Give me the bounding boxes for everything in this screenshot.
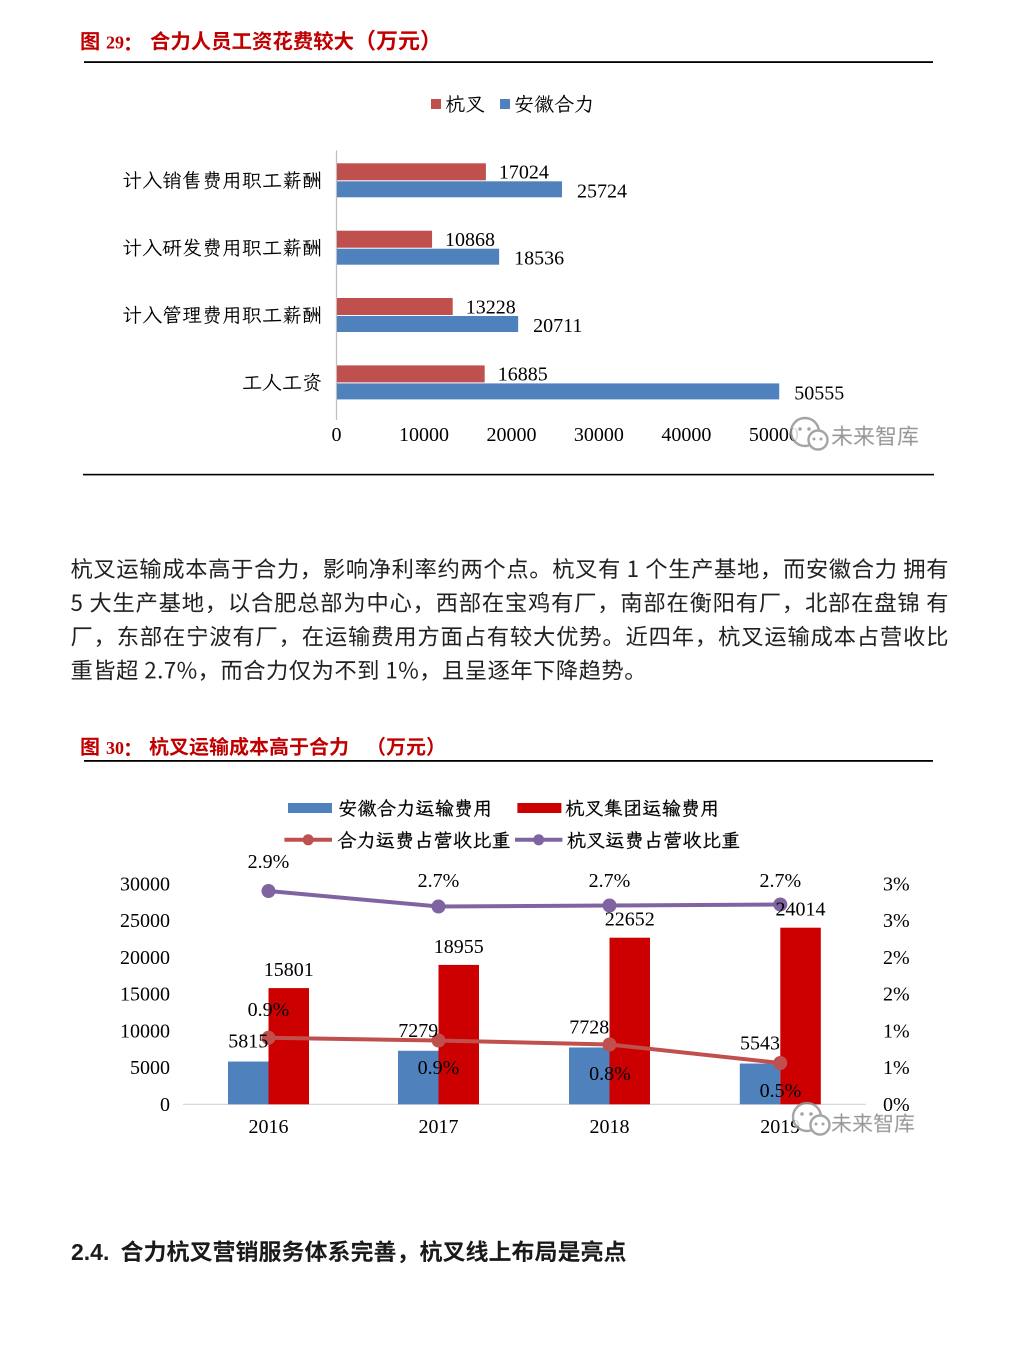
svg-text:10868: 10868 bbox=[445, 229, 495, 251]
svg-text:15000: 15000 bbox=[120, 984, 170, 1006]
svg-text:5000: 5000 bbox=[130, 1057, 170, 1079]
svg-text:18536: 18536 bbox=[514, 248, 564, 270]
svg-text:20711: 20711 bbox=[533, 315, 582, 337]
svg-text:13228: 13228 bbox=[466, 296, 516, 318]
svg-text:0: 0 bbox=[332, 424, 342, 446]
svg-text:7728: 7728 bbox=[569, 1016, 609, 1038]
svg-text:29: 29 bbox=[106, 33, 124, 53]
svg-text:2%: 2% bbox=[883, 984, 910, 1006]
svg-text:1%: 1% bbox=[883, 1020, 910, 1042]
svg-text:3%: 3% bbox=[883, 910, 910, 932]
svg-text:7279: 7279 bbox=[398, 1020, 438, 1042]
svg-text:0: 0 bbox=[160, 1094, 170, 1116]
svg-text:30000: 30000 bbox=[120, 873, 170, 895]
svg-text:0.8%: 0.8% bbox=[589, 1063, 631, 1085]
svg-text:2019: 2019 bbox=[760, 1116, 800, 1138]
svg-text:24014: 24014 bbox=[776, 899, 826, 921]
svg-text:18955: 18955 bbox=[434, 936, 484, 958]
svg-text:5815: 5815 bbox=[228, 1031, 268, 1053]
svg-text:10000: 10000 bbox=[120, 1020, 170, 1042]
svg-text:2%: 2% bbox=[883, 947, 910, 969]
svg-text:16885: 16885 bbox=[498, 364, 548, 386]
svg-text:2018: 2018 bbox=[590, 1116, 630, 1138]
svg-text:40000: 40000 bbox=[661, 424, 711, 446]
svg-text:17024: 17024 bbox=[499, 162, 549, 184]
svg-text:25000: 25000 bbox=[120, 910, 170, 932]
svg-text:5543: 5543 bbox=[740, 1033, 780, 1055]
svg-text:0.5%: 0.5% bbox=[760, 1080, 802, 1102]
svg-text:0%: 0% bbox=[883, 1094, 910, 1116]
svg-text:50555: 50555 bbox=[794, 382, 844, 404]
svg-text:2.4.: 2.4. bbox=[71, 1239, 109, 1265]
svg-text:2.9%: 2.9% bbox=[248, 851, 290, 873]
svg-text:20000: 20000 bbox=[486, 424, 536, 446]
svg-text:15801: 15801 bbox=[264, 959, 314, 981]
svg-text:2.7%: 2.7% bbox=[589, 870, 631, 892]
svg-text:2.7%: 2.7% bbox=[759, 870, 801, 892]
svg-text:50000: 50000 bbox=[749, 424, 799, 446]
svg-text:0.9%: 0.9% bbox=[418, 1057, 460, 1079]
svg-text:0.9%: 0.9% bbox=[248, 999, 290, 1021]
svg-text:10000: 10000 bbox=[399, 424, 449, 446]
svg-text:2016: 2016 bbox=[249, 1116, 289, 1138]
svg-text:30000: 30000 bbox=[574, 424, 624, 446]
svg-text:30: 30 bbox=[106, 738, 124, 758]
svg-text:22652: 22652 bbox=[605, 909, 655, 931]
svg-text:25724: 25724 bbox=[577, 180, 627, 202]
svg-text:2017: 2017 bbox=[419, 1116, 459, 1138]
svg-text:3%: 3% bbox=[883, 873, 910, 895]
svg-text:2.7%: 2.7% bbox=[418, 870, 460, 892]
svg-text:20000: 20000 bbox=[120, 947, 170, 969]
svg-text:1%: 1% bbox=[883, 1057, 910, 1079]
